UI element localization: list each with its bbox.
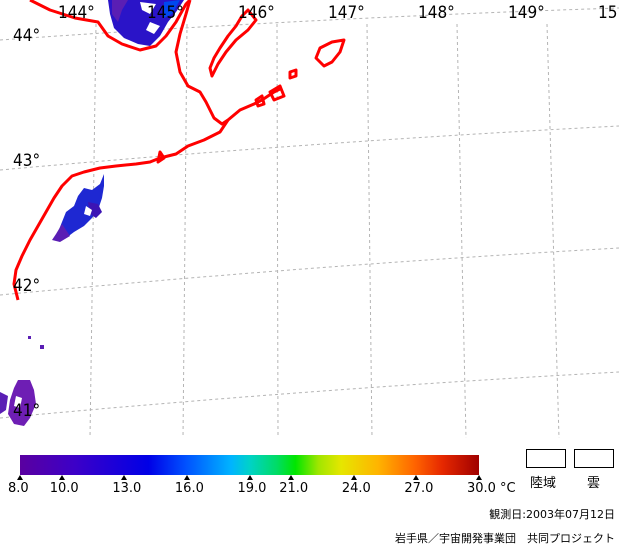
sst-patch-sanriku xyxy=(8,380,36,426)
coastline-habomai-3 xyxy=(288,68,298,80)
unit-label: °C xyxy=(500,481,516,496)
lon-label-148: 148° xyxy=(418,3,455,23)
sst-patch-north-blue xyxy=(164,0,180,18)
lon-label-150: 15 xyxy=(598,3,618,23)
sst-patch-east-hokkaido-3 xyxy=(88,202,102,218)
coastline-kunashiri xyxy=(208,8,258,78)
meridian-line xyxy=(366,23,373,438)
colorbar-tick xyxy=(183,475,190,480)
parallel-line xyxy=(0,371,619,419)
lon-label-146: 146° xyxy=(238,3,275,23)
colorbar-tick xyxy=(17,475,23,480)
colorbar-tick-label: 16.0 xyxy=(174,481,204,496)
colorbar-tick-label: 21.0 xyxy=(279,481,309,496)
colorbar-tick-label: 13.0 xyxy=(112,481,142,496)
sst-patch-north-cloud xyxy=(140,2,160,34)
lat-label-44: 44° xyxy=(13,26,41,46)
meridian-line xyxy=(89,23,97,438)
cloud-swatch xyxy=(574,449,614,468)
colorbar-tick xyxy=(58,475,65,480)
colorbar-tick xyxy=(413,475,420,480)
colorbar-tick-label: 10.0 xyxy=(49,481,79,496)
lat-label-43: 43° xyxy=(13,151,41,171)
parallel-line xyxy=(0,7,619,41)
sst-patch-sanriku-2 xyxy=(0,392,8,414)
lon-label-149: 149° xyxy=(508,3,545,23)
colorbar-tick xyxy=(246,475,253,480)
colorbar-tick xyxy=(121,475,128,480)
cloud-label: 雲 xyxy=(587,476,601,491)
graticule xyxy=(0,7,619,438)
temperature-colorbar xyxy=(20,455,479,475)
coastline-nosappu xyxy=(156,150,166,164)
lon-label-147: 147° xyxy=(328,3,365,23)
coastline-hokkaido-north xyxy=(29,0,192,52)
sst-data-patches xyxy=(0,0,184,426)
coastline-shikotan xyxy=(314,38,346,68)
coastline-habomai-2 xyxy=(254,94,266,108)
credit-line: 岩手県／宇宙開発事業団 共同プロジェクト xyxy=(395,532,615,545)
land-label: 陸域 xyxy=(530,476,557,491)
sst-patch-east-hokkaido-cloud xyxy=(84,206,92,216)
sst-patch-speck xyxy=(28,336,31,339)
observation-date: 観測日:2003年07月12日 xyxy=(489,508,615,521)
coastline-habomai-1 xyxy=(268,84,286,102)
colorbar-tick xyxy=(476,475,482,480)
lon-label-145: 145° xyxy=(147,3,184,23)
sea-surface-temperature-map xyxy=(0,0,619,438)
coastline-nemuro xyxy=(12,119,230,301)
colorbar-tick xyxy=(350,475,357,480)
colorbar-tick-label: 30.0 xyxy=(467,481,496,496)
lon-label-144: 144° xyxy=(58,3,95,23)
colorbar-tick xyxy=(288,475,295,480)
sst-patch-speck xyxy=(40,345,44,349)
parallel-line xyxy=(0,125,619,171)
land-swatch xyxy=(526,449,566,468)
colorbar-tick-label: 24.0 xyxy=(341,481,371,496)
sst-patch-north-purple xyxy=(112,0,128,22)
coastlines xyxy=(12,0,346,301)
colorbar-tick-label: 19.0 xyxy=(237,481,267,496)
meridian-line xyxy=(456,23,467,438)
lat-label-41: 41° xyxy=(13,401,41,421)
lat-label-42: 42° xyxy=(13,276,41,296)
sst-patch-east-hokkaido-2 xyxy=(52,224,70,242)
colorbar-tick-label: 27.0 xyxy=(404,481,434,496)
sst-patch-sanriku-cloud xyxy=(14,396,22,408)
colorbar-tick-label: 8.0 xyxy=(8,481,29,496)
sst-patch-east-hokkaido xyxy=(58,174,104,238)
